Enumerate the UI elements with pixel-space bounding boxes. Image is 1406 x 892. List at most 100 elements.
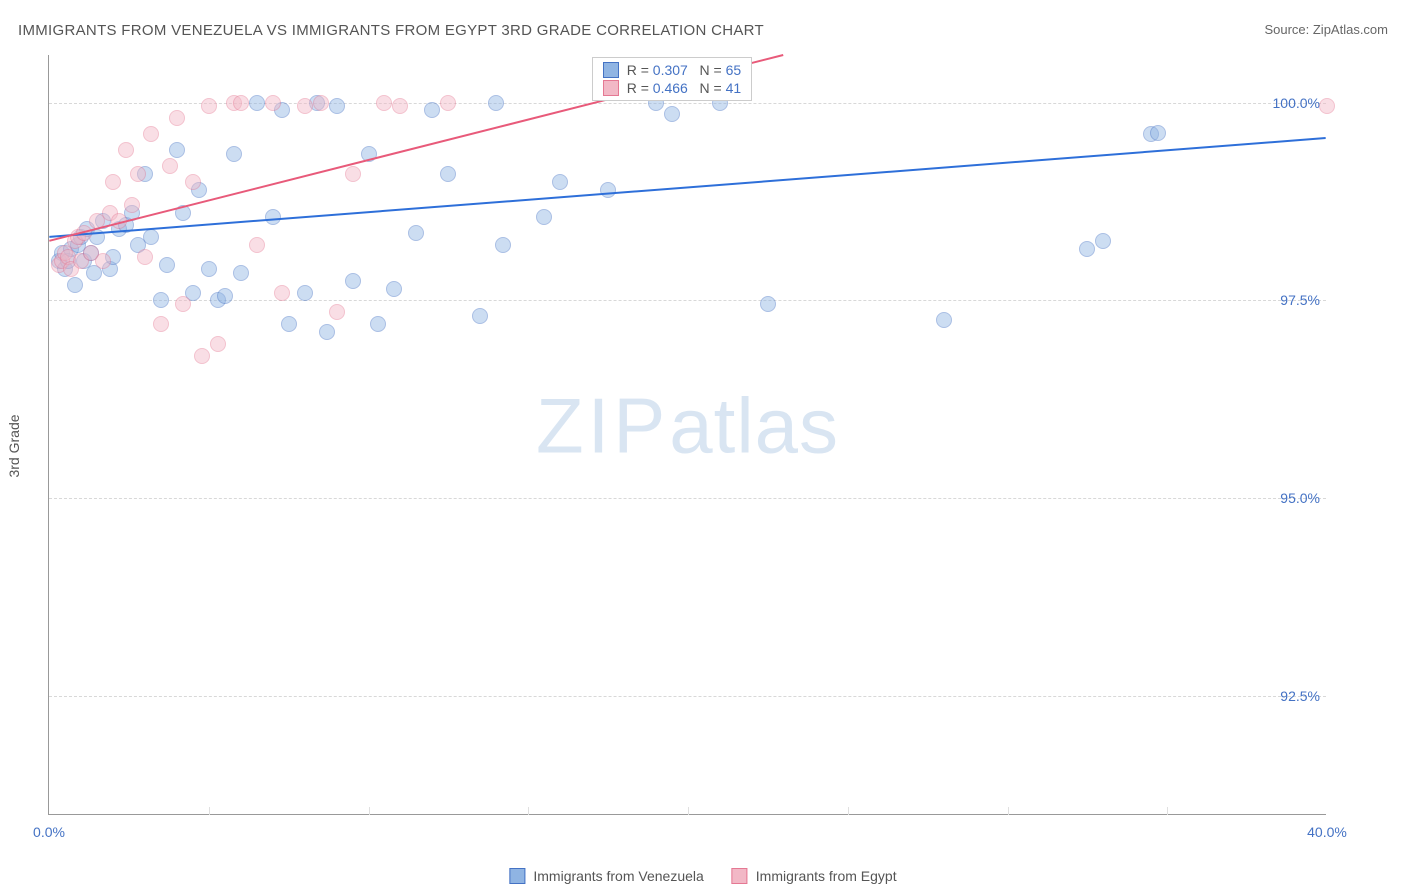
- scatter-point: [1079, 241, 1095, 257]
- x-minor-tick: [528, 807, 529, 815]
- scatter-point: [130, 166, 146, 182]
- legend-swatch: [732, 868, 748, 884]
- stats-legend-row: R = 0.307 N = 65: [603, 62, 741, 78]
- x-minor-tick: [848, 807, 849, 815]
- x-minor-tick: [688, 807, 689, 815]
- y-tick-label: 95.0%: [1280, 490, 1320, 506]
- scatter-point: [153, 292, 169, 308]
- scatter-point: [329, 98, 345, 114]
- scatter-point: [472, 308, 488, 324]
- stats-legend: R = 0.307 N = 65 R = 0.466 N = 41: [592, 57, 752, 101]
- scatter-point: [552, 174, 568, 190]
- scatter-point: [233, 95, 249, 111]
- scatter-point: [249, 95, 265, 111]
- scatter-point: [175, 205, 191, 221]
- stats-text: R = 0.307 N = 65: [627, 62, 741, 78]
- source-label: Source:: [1264, 22, 1312, 37]
- scatter-point: [201, 261, 217, 277]
- scatter-point: [143, 229, 159, 245]
- scatter-point: [297, 285, 313, 301]
- scatter-point: [118, 142, 134, 158]
- legend-swatch: [603, 80, 619, 96]
- scatter-point: [440, 166, 456, 182]
- scatter-point: [143, 126, 159, 142]
- legend-item: Immigrants from Egypt: [732, 868, 897, 884]
- scatter-point: [319, 324, 335, 340]
- scatter-point: [111, 213, 127, 229]
- scatter-point: [297, 98, 313, 114]
- scatter-point: [1095, 233, 1111, 249]
- legend-label: Immigrants from Venezuela: [533, 868, 703, 884]
- scatter-point: [600, 182, 616, 198]
- y-tick-label: 92.5%: [1280, 688, 1320, 704]
- scatter-point: [495, 237, 511, 253]
- scatter-point: [210, 336, 226, 352]
- scatter-point: [281, 316, 297, 332]
- gridline-horizontal: [49, 696, 1326, 697]
- x-minor-tick: [1008, 807, 1009, 815]
- legend-swatch: [509, 868, 525, 884]
- scatter-point: [249, 237, 265, 253]
- legend-item: Immigrants from Venezuela: [509, 868, 703, 884]
- bottom-legend: Immigrants from Venezuela Immigrants from…: [509, 868, 896, 884]
- stats-text: R = 0.466 N = 41: [627, 80, 741, 96]
- scatter-point: [124, 197, 140, 213]
- trend-lines-layer: [49, 55, 1326, 814]
- scatter-point: [424, 102, 440, 118]
- scatter-point: [936, 312, 952, 328]
- scatter-point: [274, 285, 290, 301]
- x-minor-tick: [209, 807, 210, 815]
- scatter-point: [137, 249, 153, 265]
- gridline-horizontal: [49, 300, 1326, 301]
- x-minor-tick: [369, 807, 370, 815]
- scatter-point: [440, 95, 456, 111]
- scatter-point: [153, 316, 169, 332]
- watermark-zip: ZIP: [536, 381, 669, 469]
- scatter-point: [536, 209, 552, 225]
- scatter-point: [194, 348, 210, 364]
- legend-label: Immigrants from Egypt: [756, 868, 897, 884]
- scatter-point: [1319, 98, 1335, 114]
- scatter-chart: ZIPatlas 92.5%95.0%97.5%100.0%0.0%40.0%R…: [48, 55, 1326, 815]
- source-attribution: Source: ZipAtlas.com: [1264, 22, 1388, 37]
- scatter-point: [664, 106, 680, 122]
- scatter-point: [105, 174, 121, 190]
- chart-title: IMMIGRANTS FROM VENEZUELA VS IMMIGRANTS …: [18, 22, 764, 39]
- scatter-point: [226, 146, 242, 162]
- y-axis-title: 3rd Grade: [6, 414, 22, 477]
- scatter-point: [760, 296, 776, 312]
- scatter-point: [345, 166, 361, 182]
- x-minor-tick: [1167, 807, 1168, 815]
- scatter-point: [265, 95, 281, 111]
- scatter-point: [233, 265, 249, 281]
- scatter-point: [185, 174, 201, 190]
- scatter-point: [408, 225, 424, 241]
- scatter-point: [67, 277, 83, 293]
- y-tick-label: 100.0%: [1273, 95, 1320, 111]
- scatter-point: [345, 273, 361, 289]
- x-tick-label: 40.0%: [1307, 824, 1347, 840]
- watermark: ZIPatlas: [536, 380, 839, 471]
- legend-swatch: [603, 62, 619, 78]
- scatter-point: [159, 257, 175, 273]
- stats-legend-row: R = 0.466 N = 41: [603, 80, 741, 96]
- scatter-point: [169, 110, 185, 126]
- scatter-point: [329, 304, 345, 320]
- scatter-point: [162, 158, 178, 174]
- scatter-point: [386, 281, 402, 297]
- x-tick-label: 0.0%: [33, 824, 65, 840]
- scatter-point: [376, 95, 392, 111]
- scatter-point: [1150, 125, 1166, 141]
- scatter-point: [201, 98, 217, 114]
- scatter-point: [95, 253, 111, 269]
- scatter-point: [488, 95, 504, 111]
- scatter-point: [370, 316, 386, 332]
- scatter-point: [76, 225, 92, 241]
- scatter-point: [175, 296, 191, 312]
- source-value: ZipAtlas.com: [1313, 22, 1388, 37]
- gridline-horizontal: [49, 498, 1326, 499]
- scatter-point: [392, 98, 408, 114]
- y-tick-label: 97.5%: [1280, 292, 1320, 308]
- scatter-point: [169, 142, 185, 158]
- scatter-point: [361, 146, 377, 162]
